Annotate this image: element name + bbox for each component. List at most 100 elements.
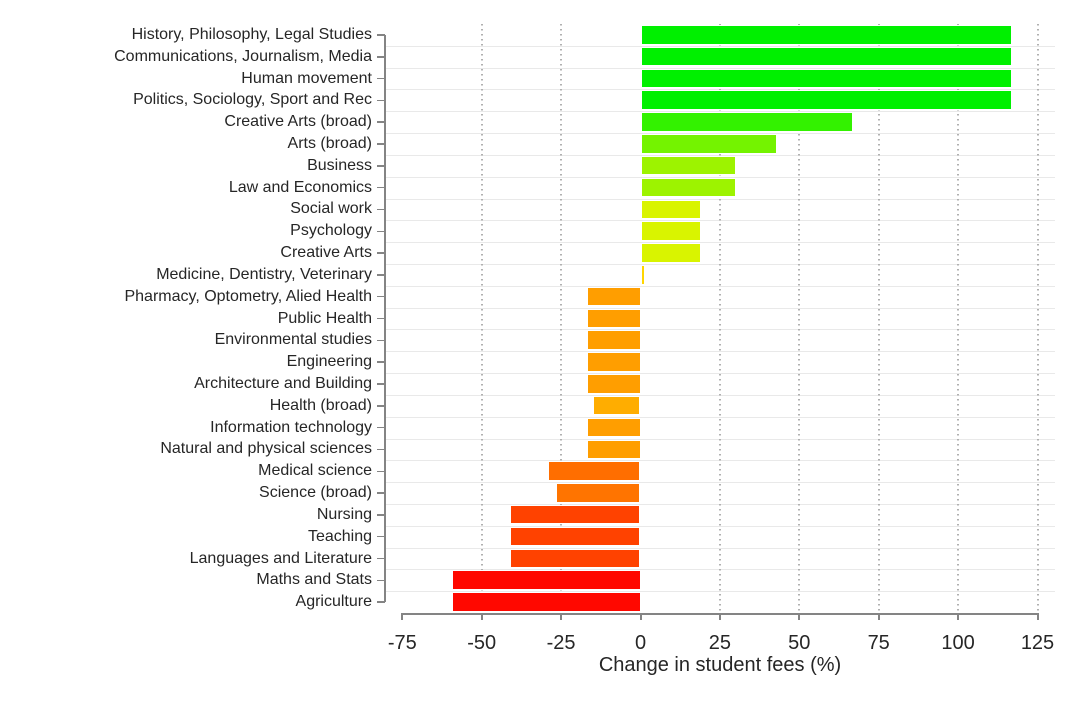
x-tick-label: -75	[387, 632, 417, 654]
x-axis-title: Change in student fees (%)	[598, 654, 842, 676]
x-tick-label: 50	[788, 632, 811, 654]
y-axis-tick	[377, 492, 385, 494]
bar	[586, 374, 641, 394]
y-axis-tick	[377, 470, 385, 472]
category-label: Public Health	[277, 309, 372, 327]
y-axis-tick	[377, 361, 385, 363]
category-label: Languages and Literature	[189, 549, 372, 567]
y-axis-tick	[377, 535, 385, 538]
bar	[640, 68, 1013, 89]
x-axis-tick	[798, 613, 801, 620]
bar	[451, 592, 641, 612]
v-gridline	[560, 24, 563, 613]
y-axis-tick	[377, 186, 385, 189]
category-label: Health (broad)	[269, 396, 372, 414]
bar	[586, 417, 641, 438]
category-label: Social work	[290, 200, 372, 218]
bar	[510, 548, 641, 569]
bar	[640, 46, 1013, 67]
v-gridline	[480, 24, 483, 613]
category-label: Arts (broad)	[287, 135, 372, 152]
v-gridline	[798, 24, 801, 613]
y-axis-tick	[377, 295, 385, 298]
y-axis-tick	[377, 208, 385, 211]
category-label: Medicine, Dentistry, Veterinary	[156, 265, 372, 283]
x-axis-tick	[1036, 613, 1039, 620]
x-tick-label: 0	[634, 632, 647, 654]
category-label: Agriculture	[295, 593, 372, 611]
y-axis-tick	[377, 99, 385, 102]
bar	[510, 504, 641, 525]
y-axis-tick	[377, 426, 385, 429]
bar	[640, 199, 701, 220]
v-gridline	[957, 24, 960, 613]
category-label: Law and Economics	[228, 178, 372, 196]
x-axis-tick	[639, 613, 642, 620]
y-axis-tick	[377, 317, 385, 320]
y-axis-tick	[377, 230, 385, 232]
category-label: Politics, Sociology, Sport and Rec	[133, 91, 372, 109]
category-label: Business	[307, 156, 372, 174]
bar	[586, 439, 641, 460]
bar	[510, 526, 641, 547]
x-axis-tick	[560, 613, 563, 620]
y-axis-tick	[377, 143, 385, 145]
y-axis-tick	[377, 77, 385, 80]
bar	[592, 395, 641, 416]
bar	[640, 177, 736, 198]
bar	[640, 134, 778, 154]
v-gridline	[1036, 24, 1039, 613]
bar	[586, 308, 641, 329]
category-label: Engineering	[286, 353, 372, 371]
y-axis-tick	[377, 274, 385, 276]
y-axis-tick	[377, 383, 385, 385]
category-label: Psychology	[290, 222, 372, 240]
category-label: Creative Arts	[280, 244, 372, 262]
category-label: Architecture and Building	[194, 374, 372, 392]
category-label: Maths and Stats	[256, 571, 372, 589]
x-axis-tick	[718, 613, 721, 620]
category-label: Communications, Journalism, Media	[114, 47, 372, 65]
bar	[640, 90, 1013, 110]
category-label: Human movement	[241, 69, 372, 87]
y-axis-tick	[377, 121, 385, 123]
x-axis-tick	[957, 613, 960, 620]
bar	[640, 243, 701, 263]
bar	[640, 265, 645, 285]
y-axis-tick	[377, 601, 385, 603]
category-label: Medical science	[258, 462, 372, 480]
y-axis-tick	[377, 405, 385, 407]
category-label: Teaching	[307, 527, 372, 545]
bar	[640, 112, 854, 132]
y-axis-tick	[377, 252, 385, 254]
bar	[548, 461, 641, 481]
bar	[640, 155, 736, 176]
category-label: History, Philosophy, Legal Studies	[131, 25, 372, 43]
y-axis-tick	[377, 579, 385, 581]
bar	[640, 221, 701, 241]
bar	[556, 483, 641, 503]
x-tick-label: 25	[708, 632, 732, 654]
y-axis-tick	[377, 56, 385, 58]
v-gridline	[877, 24, 880, 613]
y-axis-tick	[377, 557, 385, 560]
category-label: Natural and physical sciences	[160, 440, 372, 458]
category-label: Nursing	[316, 505, 372, 523]
x-axis-tick	[877, 613, 880, 620]
bar	[640, 25, 1013, 45]
category-label: Information technology	[210, 418, 372, 436]
y-axis-tick	[377, 34, 385, 36]
y-axis-tick	[377, 448, 385, 451]
bar	[586, 286, 641, 307]
bar	[586, 330, 641, 350]
category-label: Environmental studies	[214, 331, 372, 349]
v-gridline	[718, 24, 721, 613]
x-tick-label: -25	[546, 632, 576, 654]
x-tick-label: 100	[941, 632, 975, 654]
category-label: Creative Arts (broad)	[224, 113, 372, 131]
x-tick-label: 125	[1020, 632, 1055, 654]
bar	[451, 570, 641, 590]
y-axis-line	[384, 34, 386, 603]
